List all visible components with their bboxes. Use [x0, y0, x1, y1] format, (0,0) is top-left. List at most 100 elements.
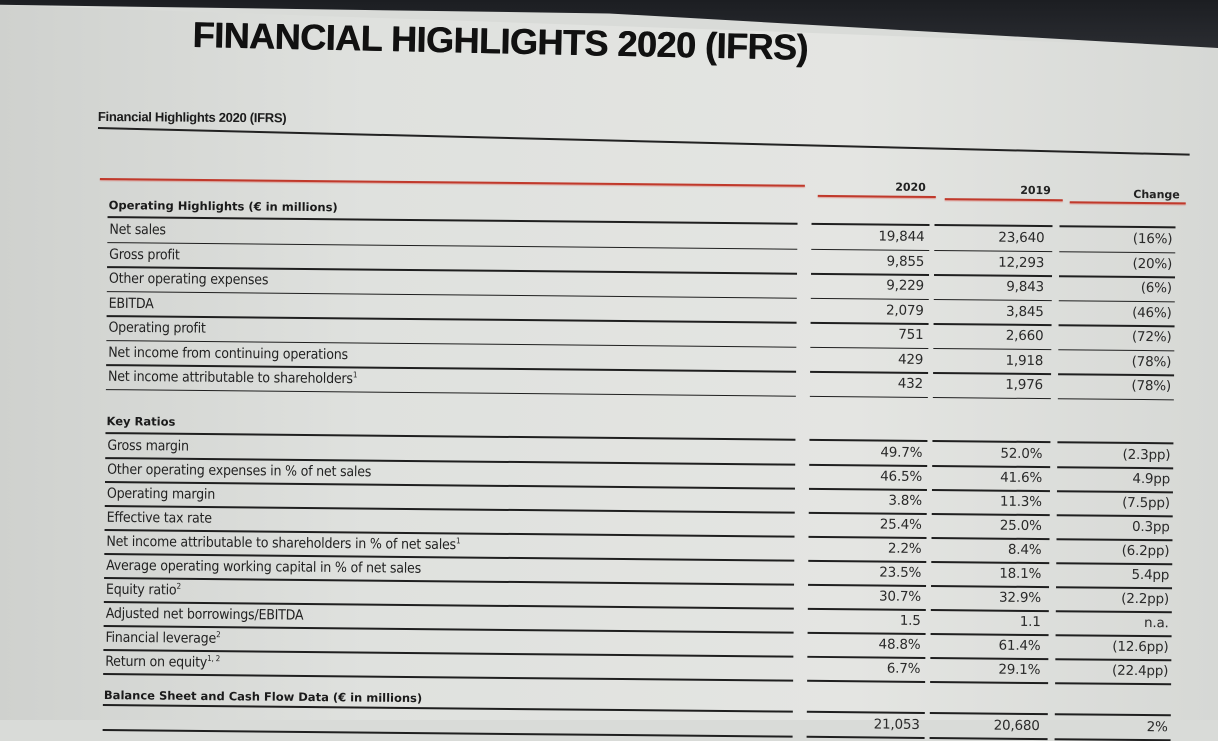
row-label: Effective tax rate [107, 509, 212, 527]
value-2019: 12,293 [939, 254, 1044, 271]
value-2020: 429 [818, 350, 923, 367]
value-2019: 3,845 [939, 303, 1044, 320]
value-2019: 1,976 [938, 376, 1043, 393]
row-label: Other operating expenses [109, 270, 268, 288]
row-rule [807, 736, 925, 739]
value-2020: 9,229 [819, 277, 924, 294]
value-change: (20%) [1064, 255, 1172, 272]
value-2019: 18.1% [936, 565, 1041, 582]
row-label: Gross profit [109, 246, 180, 263]
value-change: 0.3pp [1062, 518, 1170, 535]
row-label: Net income attributable to shareholders1 [108, 368, 357, 387]
footnote-marker: 1 [353, 370, 357, 379]
row-label-text: Other operating expenses [109, 271, 268, 289]
value-change: (2.3pp) [1062, 446, 1170, 463]
row-rule [103, 729, 793, 737]
row-label-text: Net sales [109, 222, 166, 239]
value-2019: 29.1% [935, 661, 1040, 678]
value-2019: 52.0% [937, 445, 1042, 462]
value-2020: 46.5% [817, 468, 922, 485]
footnote-marker: 2 [176, 582, 180, 591]
value-change: (78%) [1063, 353, 1171, 370]
value-change: 4.9pp [1062, 470, 1170, 487]
value-change: (6%) [1064, 279, 1172, 296]
value-2020: 21,053 [815, 716, 920, 733]
value-change: 5.4pp [1061, 566, 1169, 583]
row-label-text: Operating profit [108, 320, 205, 337]
row-label: EBITDA [109, 295, 154, 312]
value-change: n.a. [1061, 614, 1169, 631]
value-change: (6.2pp) [1061, 542, 1169, 559]
row-label: Net income attributable to shareholders … [106, 533, 460, 553]
value-change: 2% [1060, 718, 1168, 735]
value-2020: 23.5% [816, 564, 921, 581]
section-title: Operating Highlights (€ in millions) [109, 198, 338, 214]
column-header-2019: 2019 [945, 183, 1051, 197]
row-label: Adjusted net borrowings/EBITDA [106, 605, 304, 624]
value-2019: 32.9% [936, 589, 1041, 606]
value-2020: 2.2% [816, 540, 921, 557]
value-2020: 432 [818, 375, 923, 392]
value-2019: 8.4% [936, 541, 1041, 558]
row-label-text: EBITDA [109, 295, 154, 311]
row-label-text: Other operating expenses in % of net sal… [107, 462, 371, 481]
row-label-text: Gross margin [107, 438, 189, 455]
row-label-text: Average operating working capital in % o… [106, 558, 421, 577]
row-label: Return on equity1, 2 [105, 653, 220, 671]
row-label-text: Net income attributable to shareholders … [106, 534, 456, 553]
value-change: (46%) [1064, 304, 1172, 321]
value-2019: 1.1 [936, 613, 1041, 630]
row-label-text: Financial leverage [105, 630, 216, 647]
value-2019: 61.4% [935, 637, 1040, 654]
value-2020: 49.7% [817, 444, 922, 461]
row-label-text: Net income attributable to shareholders [108, 369, 353, 387]
row-label: Average operating working capital in % o… [106, 557, 421, 577]
row-label-text: Adjusted net borrowings/EBITDA [106, 606, 304, 624]
value-2020: 751 [818, 326, 923, 343]
footnote-marker: 1, 2 [207, 654, 220, 663]
row-label: Operating profit [108, 319, 205, 337]
value-change: (7.5pp) [1062, 494, 1170, 511]
row-label: Net income from continuing operations [108, 344, 348, 363]
value-2019: 2,660 [938, 327, 1043, 344]
row-label: Operating margin [107, 485, 215, 503]
row-label: Net sales [109, 221, 166, 238]
value-2019: 25.0% [937, 517, 1042, 534]
value-2020: 6.7% [815, 660, 920, 677]
value-2019: 41.6% [937, 469, 1042, 486]
value-change: (22.4pp) [1060, 662, 1168, 679]
row-label: Financial leverage2 [105, 629, 220, 647]
value-2020: 3.8% [817, 492, 922, 509]
value-change: (16%) [1064, 230, 1172, 247]
row-rule [1055, 738, 1171, 741]
row-label: Other operating expenses in % of net sal… [107, 461, 371, 480]
table-caption: Financial Highlights 2020 (IFRS) [98, 109, 286, 125]
row-label-text: Return on equity [105, 654, 207, 671]
value-2020: 25.4% [817, 516, 922, 533]
column-header-change: Change [1070, 187, 1180, 201]
row-rule [930, 737, 1048, 740]
value-2019: 23,640 [939, 229, 1044, 246]
value-2020: 19,844 [819, 228, 924, 245]
value-2019: 9,843 [939, 278, 1044, 295]
row-label: Equity ratio2 [106, 581, 181, 598]
value-2020: 48.8% [815, 636, 920, 653]
value-change: (2.2pp) [1061, 590, 1169, 607]
value-2020: 9,855 [819, 252, 924, 269]
value-2020: 1.5 [816, 612, 921, 629]
value-change: (12.6pp) [1060, 638, 1168, 655]
value-2020: 2,079 [819, 301, 924, 318]
column-header-2020: 2020 [820, 180, 926, 194]
footnote-marker: 2 [216, 630, 220, 639]
value-2019: 11.3% [937, 493, 1042, 510]
footnote-marker: 1 [456, 536, 460, 545]
row-label-text: Effective tax rate [107, 510, 212, 527]
row-label: Gross margin [107, 437, 189, 454]
value-change: (72%) [1063, 328, 1171, 345]
row-label-text: Gross profit [109, 246, 180, 263]
row-label-text: Net income from continuing operations [108, 344, 348, 362]
value-2020: 30.7% [816, 588, 921, 605]
value-change: (78%) [1063, 377, 1171, 394]
row-label-text: Equity ratio [106, 582, 177, 599]
section-title: Key Ratios [107, 414, 176, 429]
